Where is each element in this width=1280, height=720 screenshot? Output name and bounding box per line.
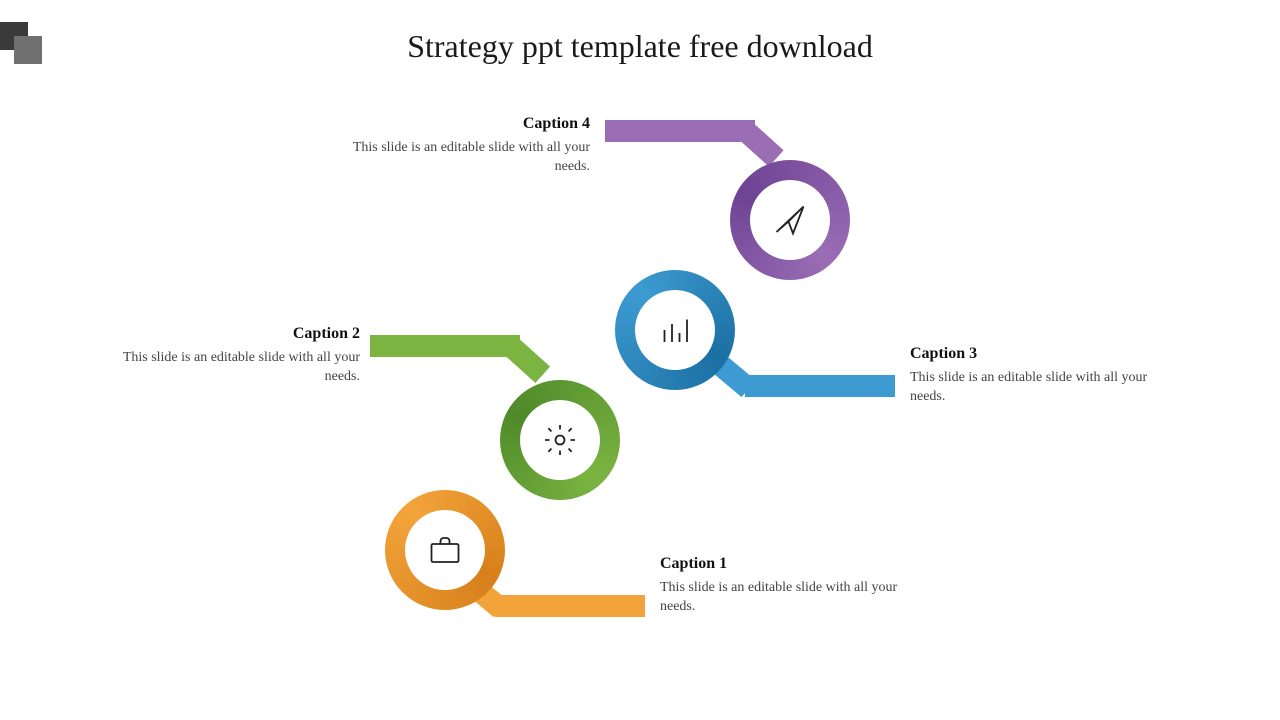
node-2-inner	[520, 400, 600, 480]
caption-2: Caption 2 This slide is an editable slid…	[100, 325, 360, 387]
caption-3-title: Caption 3	[910, 345, 1170, 363]
node-2-ring	[500, 380, 620, 500]
caption-4-title: Caption 4	[330, 115, 590, 133]
caption-1-body: This slide is an editable slide with all…	[660, 579, 920, 617]
node-4-ring	[730, 160, 850, 280]
node-3-tail	[745, 375, 895, 397]
node-4-tail	[605, 120, 755, 142]
caption-4-body: This slide is an editable slide with all…	[330, 139, 590, 177]
caption-3-body: This slide is an editable slide with all…	[910, 369, 1170, 407]
node-1-tail	[495, 595, 645, 617]
caption-4: Caption 4 This slide is an editable slid…	[330, 115, 590, 177]
node-1-ring	[385, 490, 505, 610]
caption-1-title: Caption 1	[660, 555, 920, 573]
node-3-inner	[635, 290, 715, 370]
gear-icon	[542, 422, 578, 458]
caption-2-body: This slide is an editable slide with all…	[100, 349, 360, 387]
node-3-ring	[615, 270, 735, 390]
node-4-inner	[750, 180, 830, 260]
node-2-tail	[370, 335, 520, 357]
paperplane-icon	[772, 202, 808, 238]
caption-2-title: Caption 2	[100, 325, 360, 343]
caption-1: Caption 1 This slide is an editable slid…	[660, 555, 920, 617]
diagram-stage: Caption 1 This slide is an editable slid…	[0, 0, 1280, 720]
node-1-inner	[405, 510, 485, 590]
briefcase-icon	[427, 532, 463, 568]
caption-3: Caption 3 This slide is an editable slid…	[910, 345, 1170, 407]
barchart-icon	[657, 312, 693, 348]
